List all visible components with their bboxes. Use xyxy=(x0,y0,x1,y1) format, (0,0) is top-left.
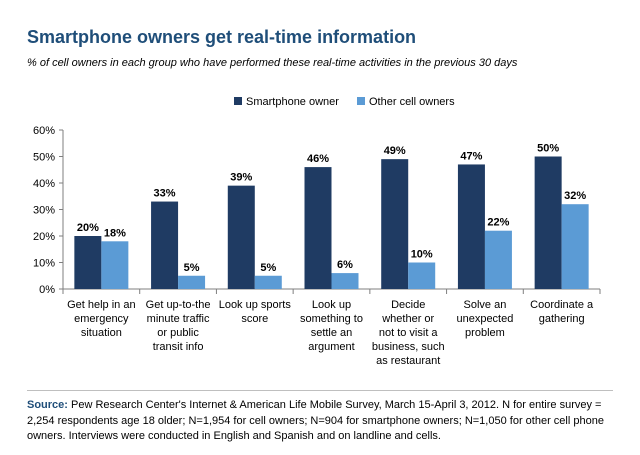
chart-subtitle: % of cell owners in each group who have … xyxy=(27,57,518,69)
source-note: Source: Pew Research Center's Internet &… xyxy=(27,398,617,445)
legend-swatch-other xyxy=(357,97,365,105)
data-label: 46% xyxy=(307,153,329,165)
x-tick-label: gathering xyxy=(539,313,585,325)
bar-other xyxy=(561,204,589,289)
chart-title: Smartphone owners get real-time informat… xyxy=(27,27,417,47)
data-label: 18% xyxy=(104,227,126,239)
x-tick-label: Coordinate a xyxy=(530,299,594,311)
bar-smartphone xyxy=(151,201,179,289)
x-tick-label: something to xyxy=(300,313,363,325)
x-tick-label: problem xyxy=(465,327,505,339)
data-label: 6% xyxy=(337,259,353,271)
bar-smartphone xyxy=(304,167,332,289)
legend-label-other: Other cell owners xyxy=(369,96,455,108)
x-tick-label: Look up xyxy=(312,299,351,311)
y-tick-label: 30% xyxy=(33,205,55,217)
bar-smartphone xyxy=(381,159,409,289)
source-label: Source: xyxy=(27,399,68,411)
x-tick-label: Solve an xyxy=(464,299,507,311)
y-tick-label: 20% xyxy=(33,231,55,243)
x-tick-label: situation xyxy=(81,327,122,339)
x-tick-label: business, such xyxy=(372,341,445,353)
data-label: 39% xyxy=(230,172,252,184)
data-label: 5% xyxy=(260,262,276,274)
x-tick-label: minute traffic xyxy=(147,313,210,325)
x-tick-label: Get help in an xyxy=(67,299,136,311)
bar-smartphone xyxy=(534,156,562,289)
x-tick-label: transit info xyxy=(153,341,204,353)
legend-swatch-smartphone xyxy=(234,97,242,105)
data-label: 5% xyxy=(184,262,200,274)
bar-other xyxy=(408,262,436,289)
y-tick-label: 60% xyxy=(33,125,55,137)
bar-other xyxy=(178,275,206,289)
x-tick-label: not to visit a xyxy=(379,327,439,339)
x-tick-label: settle an xyxy=(311,327,353,339)
bar-other xyxy=(484,230,512,289)
bar-chart: 0% 10% 20% 30% 40% 50% 60% 20% 18% Get help in an… xyxy=(33,96,601,367)
x-tick-label: as restaurant xyxy=(376,355,440,367)
x-tick-label: emergency xyxy=(74,313,129,325)
x-tick-label: Look up sports xyxy=(219,299,292,311)
data-label: 50% xyxy=(537,143,559,155)
x-tick-label: Decide xyxy=(391,299,425,311)
x-tick-label: or public xyxy=(157,327,199,339)
x-tick-label: argument xyxy=(308,341,354,353)
bar-other xyxy=(101,241,129,289)
data-label: 33% xyxy=(154,188,176,200)
bar-smartphone xyxy=(457,164,485,289)
bar-smartphone xyxy=(227,185,255,289)
data-label: 20% xyxy=(77,222,99,234)
data-label: 49% xyxy=(384,145,406,157)
data-label: 10% xyxy=(411,249,433,261)
legend-label-smartphone: Smartphone owner xyxy=(246,96,339,108)
x-tick-label: score xyxy=(241,313,268,325)
x-tick-label: unexpected xyxy=(456,313,513,325)
y-tick-label: 50% xyxy=(33,152,55,164)
bar-other xyxy=(254,275,282,289)
data-label: 22% xyxy=(487,217,509,229)
bar-smartphone xyxy=(74,236,102,289)
source-divider xyxy=(27,390,613,391)
source-text: Pew Research Center's Internet & America… xyxy=(27,399,604,442)
data-label: 47% xyxy=(460,150,482,162)
y-tick-label: 10% xyxy=(33,258,55,270)
y-tick-label: 0% xyxy=(39,284,55,296)
x-tick-label: whether or xyxy=(381,313,434,325)
bar-other xyxy=(331,273,359,289)
x-tick-label: Get up-to-the xyxy=(146,299,211,311)
data-label: 32% xyxy=(564,190,586,202)
y-tick-label: 40% xyxy=(33,178,55,190)
